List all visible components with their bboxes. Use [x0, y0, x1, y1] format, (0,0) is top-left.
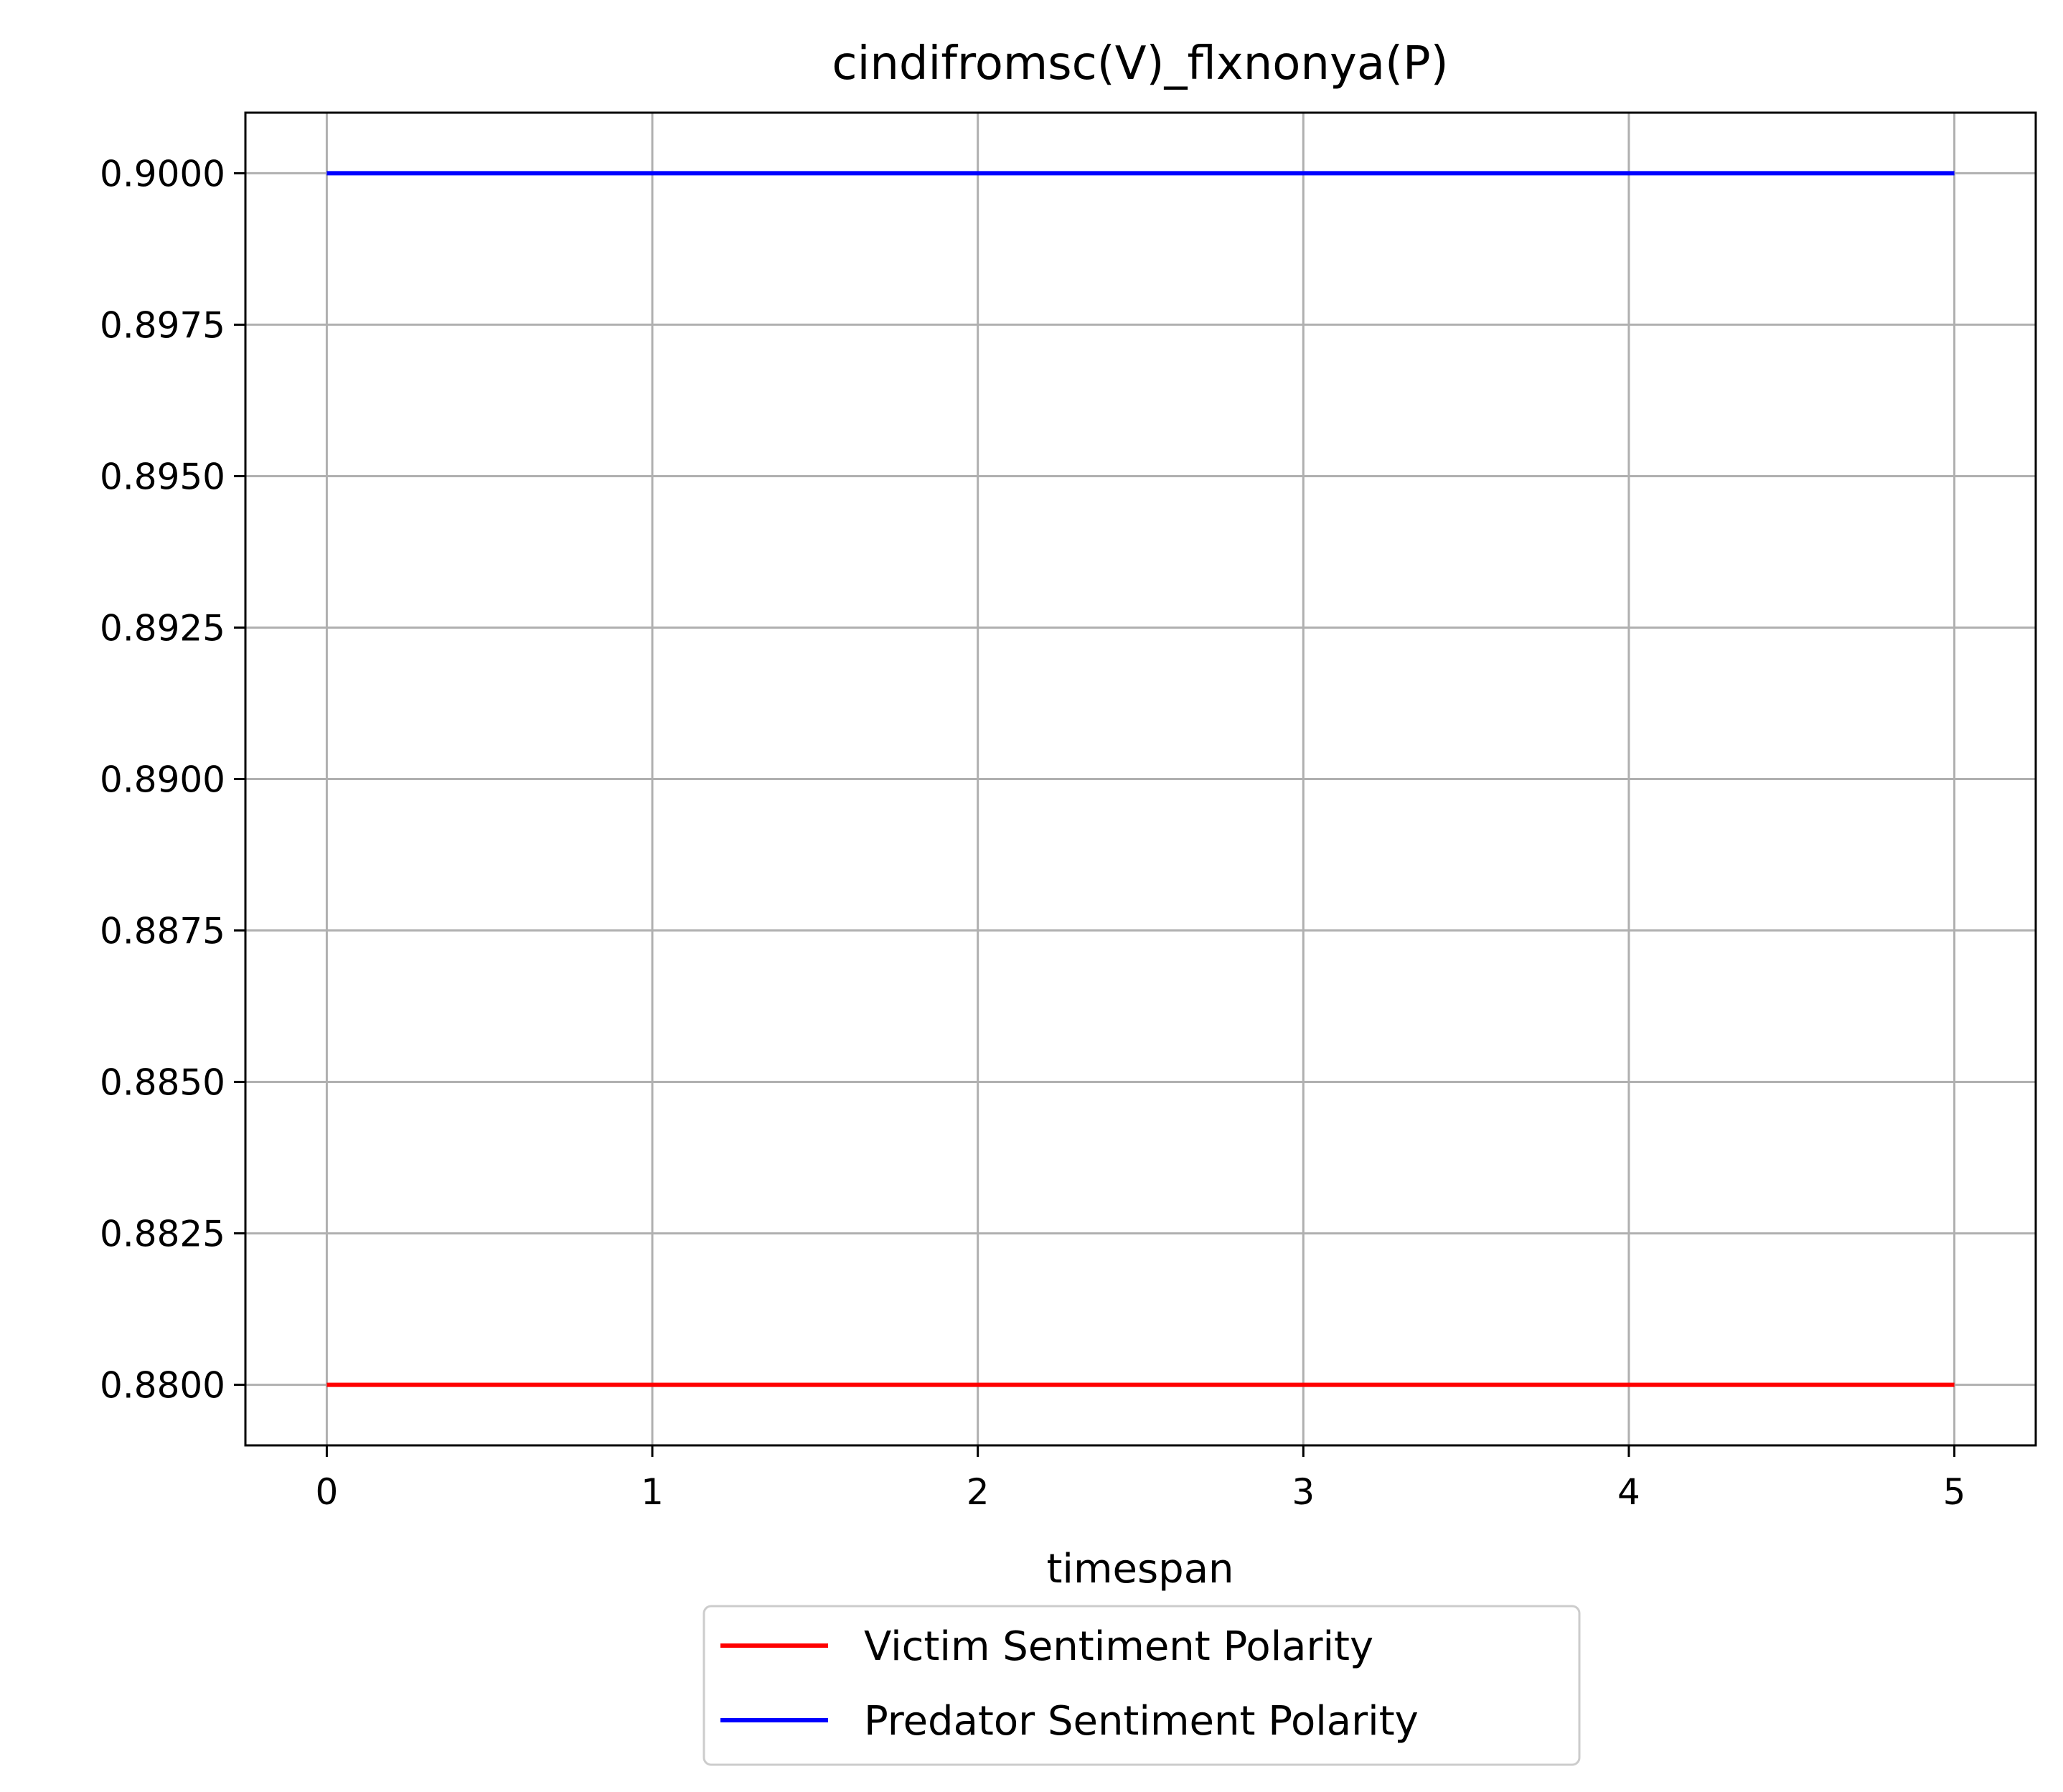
legend-box	[702, 1605, 1581, 1766]
axis-ticks: 0 1 2 3 4 5 0.8800 0.8825 0.8850 0.8875 0.8900 0.89…	[100, 153, 1965, 1513]
y-tick-label: 0.9000	[100, 153, 225, 194]
x-tick-label: 4	[1617, 1471, 1640, 1513]
series-lines	[326, 171, 1955, 1387]
chart-title: cindifromsc(V)_flxnonya(P)	[832, 37, 1448, 90]
legend: Victim Sentiment Polarity Predator Senti…	[702, 1605, 1581, 1766]
y-tick-label: 0.8925	[100, 607, 225, 649]
legend-label-predator: Predator Sentiment Polarity	[864, 1698, 1419, 1745]
grid-lines	[245, 113, 2036, 1445]
y-tick-label: 0.8950	[100, 456, 225, 497]
x-axis-label: timespan	[1046, 1546, 1233, 1592]
y-tick-label: 0.8825	[100, 1214, 225, 1255]
x-tick-label: 2	[967, 1471, 990, 1513]
y-tick-label: 0.8875	[100, 911, 225, 952]
y-tick-label: 0.8850	[100, 1062, 225, 1104]
y-tick-label: 0.8800	[100, 1365, 225, 1407]
x-tick-label: 3	[1292, 1471, 1315, 1513]
x-tick-label: 1	[641, 1471, 664, 1513]
x-tick-label: 0	[316, 1471, 339, 1513]
y-tick-label: 0.8900	[100, 759, 225, 801]
x-tick-label: 5	[1943, 1471, 1966, 1513]
y-tick-label: 0.8975	[100, 304, 225, 346]
legend-label-victim: Victim Sentiment Polarity	[864, 1623, 1373, 1670]
